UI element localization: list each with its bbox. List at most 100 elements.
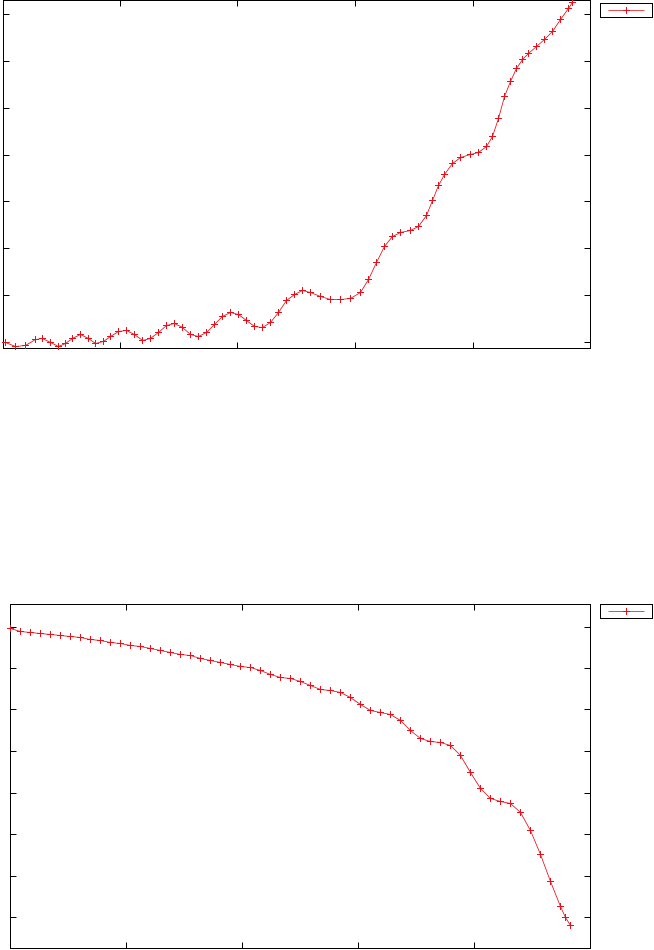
data-point: [562, 914, 569, 921]
data-point: [365, 276, 372, 283]
data-point: [147, 335, 154, 342]
data-point: [507, 78, 514, 85]
data-point: [137, 643, 144, 650]
data-point: [127, 642, 134, 649]
data-point: [429, 197, 436, 204]
data-point: [187, 331, 194, 338]
data-point: [397, 717, 404, 724]
data-point: [171, 320, 178, 327]
data-point: [415, 223, 422, 230]
data-point: [533, 43, 540, 50]
data-point: [373, 259, 380, 266]
data-point: [477, 785, 484, 792]
data-point: [327, 296, 334, 303]
data-point: [381, 243, 388, 250]
plot-frame: [10, 604, 591, 949]
data-point: [139, 337, 146, 344]
data-point: [22, 342, 29, 349]
data-point: [67, 633, 74, 640]
data-point: [195, 333, 202, 340]
data-point: [117, 640, 124, 647]
data-point: [347, 295, 354, 302]
data-point: [211, 321, 218, 328]
data-point: [527, 827, 534, 834]
data-point: [307, 289, 314, 296]
data-point: [163, 322, 170, 329]
data-point: [243, 317, 250, 324]
data-line: [10, 628, 571, 926]
data-point: [2, 339, 9, 346]
data-point: [12, 343, 19, 350]
data-point: [483, 143, 490, 150]
data-point: [27, 629, 34, 636]
data-point: [317, 293, 324, 300]
data-point: [317, 686, 324, 693]
data-point: [407, 227, 414, 234]
data-point: [337, 689, 344, 696]
data-point: [267, 319, 274, 326]
data-point: [131, 331, 138, 338]
data-point: [57, 632, 64, 639]
data-point: [287, 675, 294, 682]
data-point: [389, 233, 396, 240]
data-point: [567, 922, 574, 929]
data-point: [537, 851, 544, 858]
data-point: [37, 630, 44, 637]
data-point: [541, 36, 548, 43]
data-point: [85, 335, 92, 342]
data-point: [275, 309, 282, 316]
data-point: [517, 809, 524, 816]
data-point: [519, 56, 526, 63]
data-point: [179, 324, 186, 331]
data-point: [219, 313, 226, 320]
data-point: [247, 664, 254, 671]
data-point: [557, 16, 564, 23]
data-point: [337, 296, 344, 303]
data-point: [357, 289, 364, 296]
data-point: [549, 28, 556, 35]
data-point: [257, 667, 264, 674]
data-point: [227, 661, 234, 668]
data-point: [547, 878, 554, 885]
data-point: [513, 65, 520, 72]
data-point: [55, 343, 62, 350]
data-point: [157, 647, 164, 654]
data-point: [87, 636, 94, 643]
data-point: [107, 333, 114, 340]
data-point: [407, 727, 414, 734]
data-point: [565, 5, 572, 12]
data-point: [347, 694, 354, 701]
data-point: [367, 707, 374, 714]
data-point: [107, 639, 114, 646]
data-point: [525, 50, 532, 57]
data-point: [251, 323, 258, 330]
data-point: [77, 331, 84, 338]
data-point: [501, 93, 508, 100]
data-point: [203, 329, 210, 336]
data-point: [167, 649, 174, 656]
data-point: [259, 324, 266, 331]
data-point: [187, 652, 194, 659]
data-point: [475, 149, 482, 156]
data-point: [62, 340, 69, 347]
data-point: [217, 659, 224, 666]
data-point: [291, 291, 298, 298]
data-point: [417, 735, 424, 742]
data-point: [155, 329, 162, 336]
data-point: [441, 171, 448, 178]
data-point: [32, 336, 39, 343]
data-point: [267, 671, 274, 678]
data-point: [39, 335, 46, 342]
data-point: [237, 663, 244, 670]
data-point: [47, 631, 54, 638]
data-point: [307, 682, 314, 689]
legend-marker: [623, 608, 630, 615]
data-point: [435, 182, 442, 189]
data-point: [557, 903, 564, 910]
data-point: [283, 297, 290, 304]
data-point: [569, 0, 576, 6]
data-point: [100, 338, 107, 345]
data-point: [115, 328, 122, 335]
data-point: [17, 628, 24, 635]
